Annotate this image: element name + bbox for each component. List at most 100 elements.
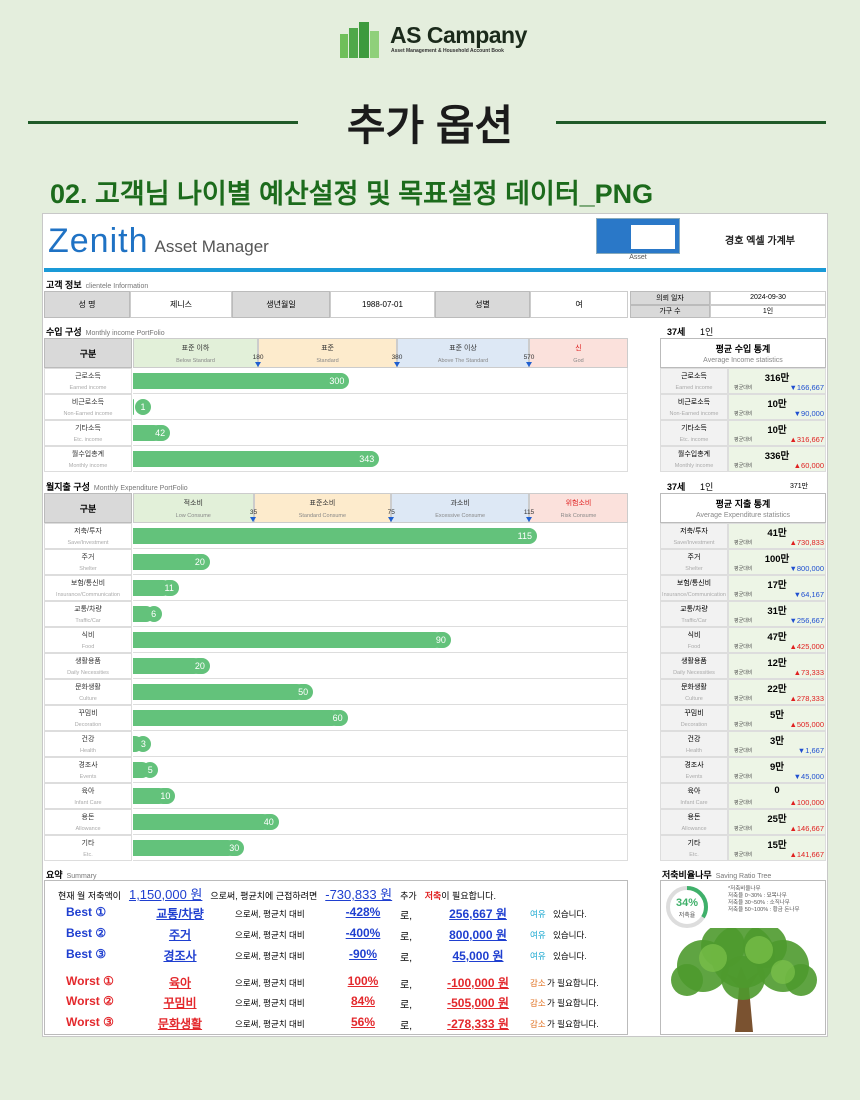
bar-label: 20	[189, 658, 210, 674]
stats-title: 평균 지출 통계	[715, 499, 771, 509]
row-name: 기타소득	[75, 425, 101, 432]
row-label: 경조사 Events	[44, 757, 132, 783]
band-header: 표준 이하 Below Standard	[133, 338, 259, 368]
stats-name: 식비	[687, 632, 701, 639]
ratio-label: 저축율	[678, 913, 696, 919]
stats-label: 건강 Health	[660, 731, 728, 757]
stats-name: 월수입총계	[677, 451, 711, 458]
stats-diff: ▲146,667	[789, 824, 824, 833]
intro-part: 저축	[424, 891, 442, 901]
stats-compare: 평균대비	[734, 618, 753, 624]
pct: -400%	[345, 926, 381, 940]
intro-part: 으로써, 평균치에 근접하려면	[210, 891, 318, 901]
stats-name-en: Earned income	[675, 385, 713, 391]
band-name-en: God	[573, 357, 584, 364]
stats-name: 문화생활	[681, 684, 707, 691]
rank: Worst ①	[66, 974, 114, 988]
stats-cell	[728, 653, 826, 679]
section-title-ko: 고객 정보	[46, 280, 82, 290]
row-name-en: Culture	[79, 696, 97, 702]
ring-arc	[666, 886, 708, 928]
stats-diff: ▲316,667	[789, 435, 824, 444]
field-value: 여	[530, 291, 628, 318]
field-label: 의뢰 일자	[630, 291, 710, 305]
stats-diff: ▲425,000	[789, 642, 824, 651]
row-name-en: Events	[79, 774, 97, 780]
stats-name: 건강	[687, 736, 701, 743]
field-value: 1인	[710, 304, 826, 318]
stats-label: 주거 Shelter	[660, 549, 728, 575]
row-name: 저축/투자	[74, 528, 102, 535]
pct: -90%	[348, 947, 377, 961]
bar-label: 60	[327, 710, 348, 726]
bar-cell	[133, 653, 628, 679]
row-text: 로,	[400, 953, 412, 964]
stats-compare: 평균대비	[734, 411, 753, 417]
bar-cell	[133, 394, 628, 420]
row-name: 용돈	[81, 814, 95, 821]
bar-label: 1	[135, 399, 151, 415]
stats-compare: 평균대비	[734, 385, 753, 391]
stats-cell	[728, 627, 826, 653]
row-text: 로,	[400, 980, 412, 991]
marker	[525, 362, 532, 367]
band-header: 과소비 Excessive Consume	[391, 493, 529, 523]
row-label: 생활용품 Daily Necessities	[44, 653, 132, 679]
stats-label: 기타소득 Etc. income	[660, 420, 728, 446]
intro-part: 추가	[400, 891, 417, 901]
row-name: 육아	[81, 788, 95, 795]
field-label: 성별	[435, 291, 530, 318]
stats-name: 꾸밈비	[684, 710, 704, 717]
bar-cell	[133, 446, 628, 472]
rank: Best ③	[66, 947, 107, 961]
stats-name-en: Daily Necessities	[673, 670, 715, 676]
household: 1인	[700, 482, 714, 492]
stats-label: 보험/통신비 Insurance/Communication	[660, 575, 728, 601]
marker	[525, 517, 532, 522]
band-name: 과소비	[450, 499, 470, 507]
row-name: 꾸밈비	[78, 710, 98, 717]
tag: 여유	[530, 909, 546, 919]
tail: 있습니다.	[553, 909, 587, 919]
bar-label: 90	[430, 632, 451, 648]
bar	[133, 684, 306, 700]
stats-cell	[728, 757, 826, 783]
stats-avg: 5만	[769, 710, 785, 721]
stats-cell	[728, 809, 826, 835]
bar	[133, 399, 134, 415]
bar	[133, 658, 202, 674]
stats-cell	[728, 783, 826, 809]
stats-name: 근로소득	[681, 373, 707, 380]
stats-diff: ▼800,000	[789, 564, 824, 573]
sheet-name: 경호 엑셀 가계부	[725, 236, 795, 247]
stats-compare: 평균대비	[734, 852, 753, 858]
stats-avg: 41만	[767, 528, 787, 539]
pct: -428%	[345, 905, 381, 919]
stats-name: 비근로소득	[677, 399, 711, 406]
bar	[133, 528, 529, 544]
brand-sub: Asset Management & Household Account Boo…	[391, 48, 504, 54]
stats-compare: 평균대비	[734, 540, 753, 546]
row-text: 로,	[400, 911, 412, 922]
marker	[254, 362, 261, 367]
stats-name: 주거	[687, 554, 701, 561]
bar-cell	[133, 368, 628, 394]
stats-name: 경조사	[684, 762, 704, 769]
logo-sub: Asset Manager	[154, 237, 269, 256]
section-title: 고객 정보 clientele Information	[46, 278, 346, 290]
tail: 가 필요합니다.	[547, 998, 599, 1008]
row-label: 주거 Shelter	[44, 549, 132, 575]
stats-cell	[728, 549, 826, 575]
stats-label: 경조사 Events	[660, 757, 728, 783]
row-text: 으로써, 평균치 대비	[235, 909, 305, 919]
row-text: 로,	[400, 1021, 412, 1032]
stats-name-en: Etc. income	[679, 437, 709, 443]
section-title-en: Monthly income PortFolio	[85, 330, 165, 337]
marker-label: 180	[252, 354, 264, 361]
stats-diff: ▲278,333	[789, 694, 824, 703]
band-name: 표준	[321, 344, 334, 352]
section-title: 저축비율나무 Saving Ratio Tree	[662, 868, 828, 880]
tail: 가 필요합니다.	[547, 978, 599, 988]
age: 37세	[667, 327, 686, 337]
